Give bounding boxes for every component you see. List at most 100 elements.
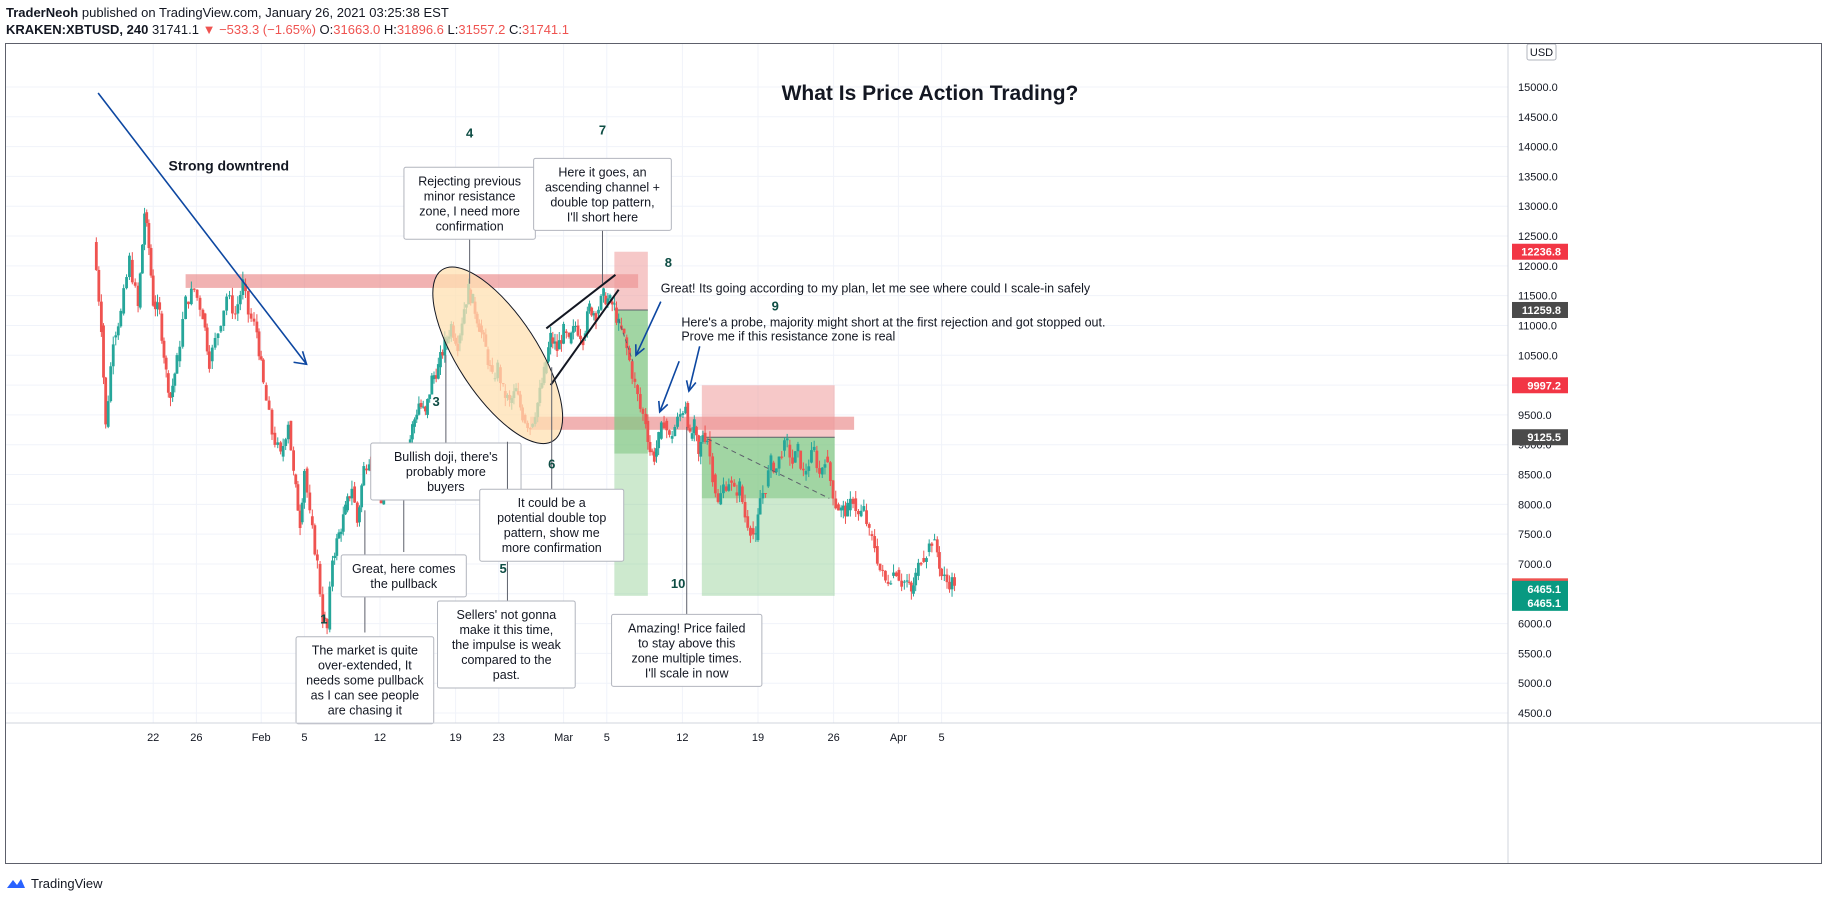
candle-body	[169, 392, 172, 398]
candle-body	[659, 422, 663, 439]
candle-body	[585, 311, 589, 334]
candle-body	[945, 574, 949, 583]
candle-body	[799, 450, 803, 469]
candle-body	[337, 532, 341, 539]
channel-lower-line	[549, 289, 620, 386]
candle-body	[900, 580, 904, 587]
candle-body	[238, 294, 242, 305]
candle-body	[284, 439, 288, 446]
candle-body	[233, 313, 237, 315]
candle-body	[439, 352, 442, 368]
candle-body	[116, 326, 120, 336]
callout-text: I'll short here	[567, 210, 638, 224]
candle-body	[862, 506, 866, 511]
x-tick-label: 12	[374, 732, 386, 744]
note-8-arrow	[635, 301, 662, 356]
tradingview-logo-icon	[7, 879, 25, 888]
candle-body	[894, 572, 898, 576]
candle-body	[592, 313, 596, 316]
note-9-arrow-right	[688, 346, 701, 392]
candle-body	[727, 484, 731, 491]
candle-body	[754, 533, 758, 535]
candle-body	[662, 422, 666, 429]
note-9-arrow-left	[658, 360, 680, 413]
candle-body	[143, 213, 146, 245]
change-arrow-icon: ▼	[202, 22, 216, 37]
candle-body	[114, 335, 118, 338]
arrow-head-icon	[634, 344, 645, 357]
callout-text: the pullback	[370, 577, 437, 591]
step-number: 9	[772, 299, 779, 314]
y-tick-label: 10500.0	[1518, 350, 1558, 362]
candle-body	[305, 468, 309, 493]
candle-body	[210, 347, 214, 362]
step-number: 8	[665, 255, 672, 270]
candle-body	[413, 419, 416, 427]
candle-body	[241, 279, 245, 295]
last-price: 31741.1	[151, 22, 199, 37]
candle-body	[599, 295, 603, 310]
candle-body	[841, 505, 845, 511]
price-axis: 4500.05000.05500.06000.06500.07000.07500…	[1507, 44, 1568, 863]
candle-body	[950, 577, 954, 590]
candle-body	[851, 498, 855, 504]
candle-body	[555, 341, 559, 351]
candle-body	[701, 435, 705, 442]
candle-body	[844, 505, 847, 517]
candle-body	[602, 288, 605, 296]
candle-body	[665, 420, 669, 431]
candle-body	[417, 403, 421, 415]
candle-body	[560, 340, 563, 344]
candle-body	[415, 414, 419, 420]
candle-body	[873, 536, 877, 549]
price-chart[interactable]: Strong downtrend The market is quiteover…	[6, 44, 1821, 863]
candle-body	[772, 462, 776, 473]
high-value: 31896.6	[396, 22, 444, 37]
candle-body	[837, 504, 840, 511]
author-name[interactable]: TraderNeoh	[6, 5, 79, 20]
candle-body	[633, 378, 637, 382]
callout-text: potential double top	[497, 511, 606, 525]
channel-upper-line	[545, 274, 617, 330]
candle-body	[255, 321, 259, 333]
candle-body	[419, 402, 423, 408]
tradingview-brand[interactable]: TradingView	[31, 875, 103, 891]
candle-body	[158, 302, 162, 310]
callout-text: double top pattern,	[550, 195, 654, 209]
callout-text: make it this time,	[459, 623, 553, 637]
candle-body	[793, 451, 797, 463]
candle-body	[346, 496, 349, 511]
callout-box	[370, 442, 522, 501]
low-label: L:	[447, 22, 459, 37]
candle-body	[423, 406, 427, 412]
candle-body	[153, 301, 157, 310]
drawings: Strong downtrend	[97, 92, 830, 499]
candle-body	[138, 273, 142, 308]
chart-frame[interactable]: Strong downtrend The market is quite over…	[5, 43, 1822, 864]
x-tick-label: Apr	[890, 732, 907, 744]
close-value: 31741.1	[522, 22, 569, 37]
callout-text: It could be a	[518, 496, 586, 510]
y-tick-label: 5000.0	[1518, 678, 1552, 690]
candle-body	[735, 492, 739, 496]
candle-body	[219, 325, 223, 332]
candle-body	[769, 455, 773, 471]
callout-box	[479, 488, 625, 562]
candle-body	[125, 277, 128, 289]
x-tick-label: 23	[493, 732, 505, 744]
candle-body	[430, 375, 434, 395]
candle-body	[870, 534, 874, 537]
y-tick-label: 11000.0	[1518, 320, 1557, 332]
candle-body	[321, 594, 325, 623]
candle-body	[922, 557, 926, 562]
y-tick-label: 13000.0	[1518, 201, 1558, 213]
candle-body	[699, 441, 703, 457]
candle-body	[323, 617, 327, 620]
footer: TradingView	[6, 873, 103, 893]
candle-body	[151, 275, 155, 306]
candle-body	[97, 269, 101, 302]
candle-body	[339, 531, 343, 535]
candle-body	[716, 493, 720, 502]
candle-body	[646, 420, 650, 442]
